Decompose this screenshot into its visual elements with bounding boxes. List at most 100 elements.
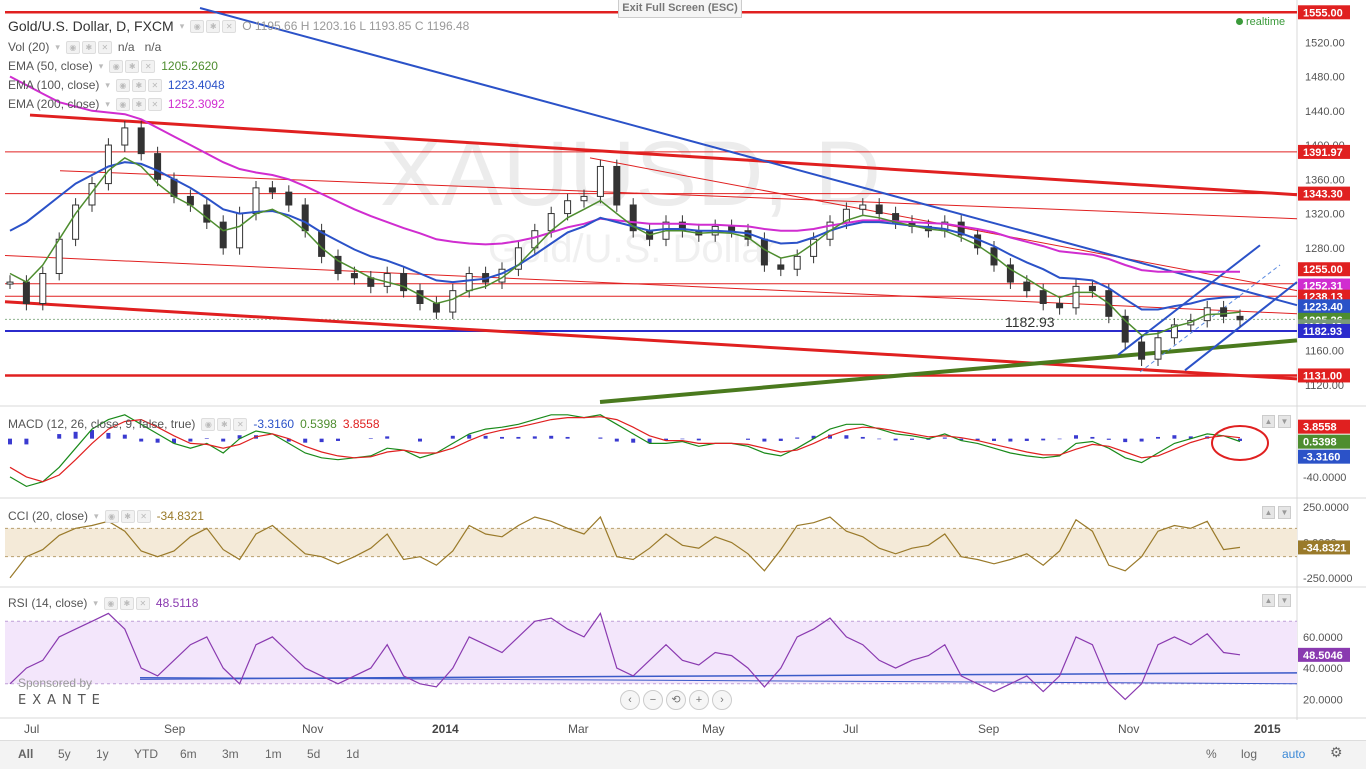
close-icon[interactable]: ✕	[222, 19, 237, 33]
scroll-right-button[interactable]: ›	[712, 690, 732, 710]
eye-icon[interactable]: ◉	[109, 59, 124, 73]
gear-icon[interactable]: ✱	[206, 19, 221, 33]
rsi-line	[9, 612, 1241, 701]
timeframe-3m[interactable]: 3m	[222, 747, 239, 761]
rsi-legend: RSI (14, close) ▾ ◉ ✱ ✕ 48.5118	[8, 596, 198, 610]
ema200-label: EMA (200, close)	[8, 97, 100, 111]
scroll-left-button[interactable]: ‹	[620, 690, 640, 710]
candle-body	[88, 183, 96, 206]
arrow-up-icon[interactable]: ▲	[1262, 506, 1275, 519]
channel-line	[4, 255, 1298, 315]
macd-histogram-bar	[598, 437, 603, 439]
chevron-down-icon[interactable]: ▾	[94, 510, 99, 521]
candle-body	[416, 290, 424, 304]
eye-icon[interactable]: ◉	[115, 97, 130, 111]
close-icon[interactable]: ✕	[141, 59, 156, 73]
candle-body	[1138, 341, 1146, 360]
x-tick-label: 2015	[1254, 722, 1281, 736]
timeframe-1d[interactable]: 1d	[346, 747, 360, 761]
close-icon[interactable]: ✕	[233, 417, 248, 431]
timeframe-5d[interactable]: 5d	[307, 747, 321, 761]
eye-icon[interactable]: ◉	[115, 78, 130, 92]
candle-body	[810, 238, 818, 257]
auto-scale-toggle[interactable]: auto	[1282, 747, 1306, 761]
candle-body	[629, 204, 637, 232]
gear-icon[interactable]: ✱	[131, 78, 146, 92]
close-icon[interactable]: ✕	[97, 40, 112, 54]
candle-body	[1039, 290, 1047, 304]
arrow-down-icon[interactable]: ▼	[1278, 594, 1291, 607]
candle-body	[72, 204, 80, 240]
eye-icon[interactable]: ◉	[104, 509, 119, 523]
timeframe-ytd[interactable]: YTD	[134, 747, 158, 761]
price-label: 1182.93	[1303, 326, 1342, 338]
timeframe-5y[interactable]: 5y	[58, 747, 71, 761]
chevron-down-icon[interactable]: ▾	[179, 20, 185, 31]
gear-icon[interactable]: ✱	[131, 97, 146, 111]
arrow-up-icon[interactable]: ▲	[1262, 594, 1275, 607]
timeframe-6m[interactable]: 6m	[180, 747, 197, 761]
chevron-down-icon[interactable]: ▾	[105, 79, 110, 90]
close-icon[interactable]: ✕	[135, 596, 150, 610]
timeframe-1y[interactable]: 1y	[96, 747, 109, 761]
arrow-down-icon[interactable]: ▼	[1278, 415, 1291, 428]
gear-icon[interactable]: ✱	[125, 59, 140, 73]
macd-histogram-bar	[172, 438, 176, 444]
macd-line	[9, 414, 1241, 488]
candle-body	[219, 221, 227, 249]
zoom-out-button[interactable]: −	[643, 690, 663, 710]
ema100-label: EMA (100, close)	[8, 78, 100, 92]
macd-value-label-bg	[1298, 449, 1350, 464]
ema50-legend: EMA (50, close) ▾ ◉ ✱ ✕ 1205.2620	[8, 59, 218, 73]
y-tick-label: 1320.00	[1305, 209, 1345, 221]
eye-icon[interactable]: ◉	[103, 596, 118, 610]
chevron-down-icon[interactable]: ▾	[105, 98, 110, 109]
gear-icon[interactable]: ✱	[120, 509, 135, 523]
status-dot-icon	[1236, 18, 1243, 25]
candle-body	[350, 273, 358, 279]
chevron-down-icon[interactable]: ▾	[98, 60, 104, 71]
close-icon[interactable]: ✕	[136, 509, 151, 523]
arrow-up-icon[interactable]: ▲	[1262, 415, 1275, 428]
settings-gear-icon[interactable]: ⚙	[1330, 744, 1343, 760]
macd-histogram-bar	[762, 438, 767, 442]
gear-icon[interactable]: ✱	[81, 40, 96, 54]
cci-panel-arrows: ▲ ▼	[1262, 506, 1291, 519]
reset-button[interactable]: ⟲	[666, 690, 686, 710]
gear-icon[interactable]: ✱	[119, 596, 134, 610]
gear-icon[interactable]: ✱	[217, 417, 232, 431]
log-scale-toggle[interactable]: log	[1241, 747, 1258, 761]
candle-body	[383, 273, 391, 287]
price-label-bg	[1298, 278, 1350, 293]
eye-icon[interactable]: ◉	[190, 19, 205, 33]
zoom-in-button[interactable]: +	[689, 690, 709, 710]
macd-histogram-bar	[1057, 438, 1062, 440]
eye-icon[interactable]: ◉	[201, 417, 216, 431]
arrow-down-icon[interactable]: ▼	[1278, 506, 1291, 519]
sponsor-logo[interactable]: EXANTE	[18, 693, 106, 708]
realtime-indicator: realtime	[1236, 16, 1285, 28]
percent-scale-toggle[interactable]: %	[1206, 747, 1217, 761]
channel-line	[59, 170, 1298, 220]
ohlc-values: O 1195.66 H 1203.16 L 1193.85 C 1196.48	[242, 19, 470, 33]
timeframe-all[interactable]: All	[18, 747, 34, 761]
x-tick-label: 2014	[432, 722, 459, 736]
chart-nav-controls: ‹ − ⟲ + ›	[620, 690, 732, 710]
macd-histogram-bar	[860, 436, 865, 439]
chevron-down-icon[interactable]: ▾	[55, 41, 60, 52]
close-icon[interactable]: ✕	[147, 97, 162, 111]
eye-icon[interactable]: ◉	[65, 40, 80, 54]
macd-value-label: 0.5398	[1303, 437, 1337, 449]
chevron-down-icon[interactable]: ▾	[93, 597, 98, 608]
macd-panel-arrows: ▲ ▼	[1262, 415, 1291, 428]
exit-fullscreen-button[interactable]: Exit Full Screen (ESC)	[618, 0, 742, 18]
timeframe-1m[interactable]: 1m	[265, 747, 282, 761]
candle-body	[104, 144, 112, 185]
macd-histogram-bar	[1074, 435, 1078, 439]
close-icon[interactable]: ✕	[147, 78, 162, 92]
candle-body	[252, 187, 260, 215]
candle-body	[203, 204, 211, 223]
macd-histogram-bar	[368, 438, 373, 439]
candle-body	[596, 165, 604, 197]
